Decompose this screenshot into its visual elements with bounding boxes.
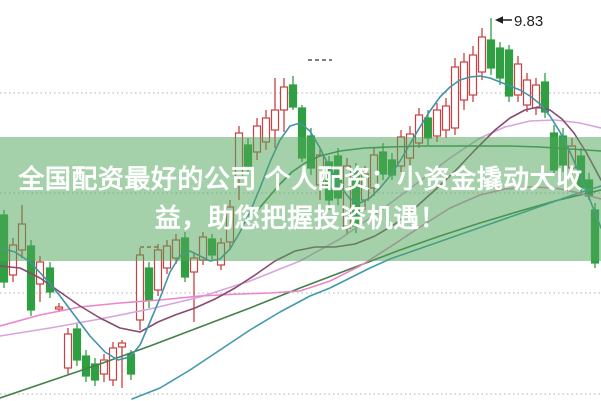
left-arrow-icon: [495, 16, 503, 24]
candle: [540, 81, 550, 113]
candle: [468, 54, 478, 96]
candle: [423, 117, 433, 139]
candle: [486, 39, 496, 69]
candle: [81, 355, 91, 377]
candle: [477, 36, 487, 73]
promo-text-line2: 益，助您把握投资机遇！: [154, 203, 447, 233]
candle: [459, 61, 469, 101]
promo-text-line1: 全国配资最好的公司 个人配资：小资金撬动大收: [18, 164, 583, 194]
candle: [63, 333, 73, 369]
candle: [144, 267, 154, 301]
price-label: 9.83: [514, 13, 543, 30]
candle: [99, 359, 109, 375]
candle: [90, 363, 100, 381]
candle: [432, 109, 442, 137]
candle: [513, 63, 523, 96]
candle: [270, 109, 280, 131]
candle: [450, 66, 460, 129]
candle: [108, 347, 118, 381]
candle: [441, 105, 451, 131]
candle: [279, 86, 289, 111]
candle: [288, 84, 298, 108]
candle: [531, 84, 541, 109]
candle: [54, 306, 64, 310]
candle: [117, 342, 127, 348]
candle: [504, 49, 514, 97]
candle: [495, 47, 505, 79]
price-annotation: 9.83: [495, 13, 543, 30]
candle: [126, 353, 136, 375]
promo-banner: 全国配资最好的公司 个人配资：小资金撬动大收 益，助您把握投资机遇！: [0, 137, 601, 261]
candle: [72, 328, 82, 361]
